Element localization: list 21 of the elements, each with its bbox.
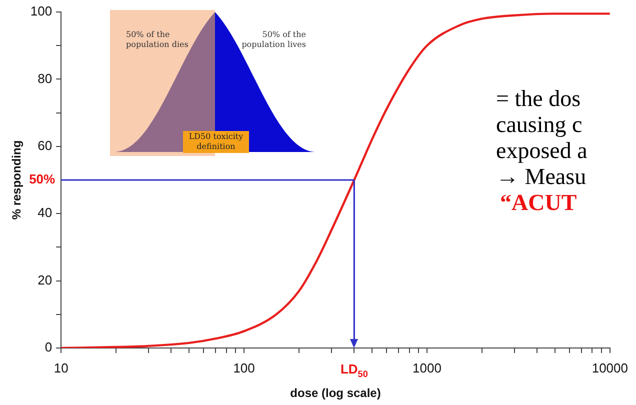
y-tick-label: 60 xyxy=(38,138,52,153)
ref-line-label: 50% xyxy=(29,172,56,187)
y-tick-label: 0 xyxy=(44,340,52,355)
x-tick-label: 100 xyxy=(233,360,255,376)
annotation: causing c xyxy=(496,112,582,138)
annotation: = the dos xyxy=(496,86,581,112)
annotation: 50% of the population dies xyxy=(126,30,190,50)
annotation: LD50 toxicity definition xyxy=(183,131,249,153)
annotation: exposed a xyxy=(496,138,588,164)
y-tick-label: 20 xyxy=(38,272,52,288)
x-tick-label: 10000 xyxy=(592,360,628,376)
y-tick-label: 80 xyxy=(38,70,52,86)
annotation: 50% of the population lives xyxy=(240,30,306,50)
x-tick-label: 1000 xyxy=(412,360,442,376)
y-tick-label: 40 xyxy=(38,205,52,220)
y-axis-title: % responding xyxy=(10,140,24,220)
annotation: → Measu xyxy=(496,164,586,190)
x-axis-title: dose (log scale) xyxy=(290,386,381,400)
y-tick-label: 100 xyxy=(30,4,52,19)
x-tick-label: 10 xyxy=(54,360,68,376)
annotation: “ACUT xyxy=(500,190,577,216)
